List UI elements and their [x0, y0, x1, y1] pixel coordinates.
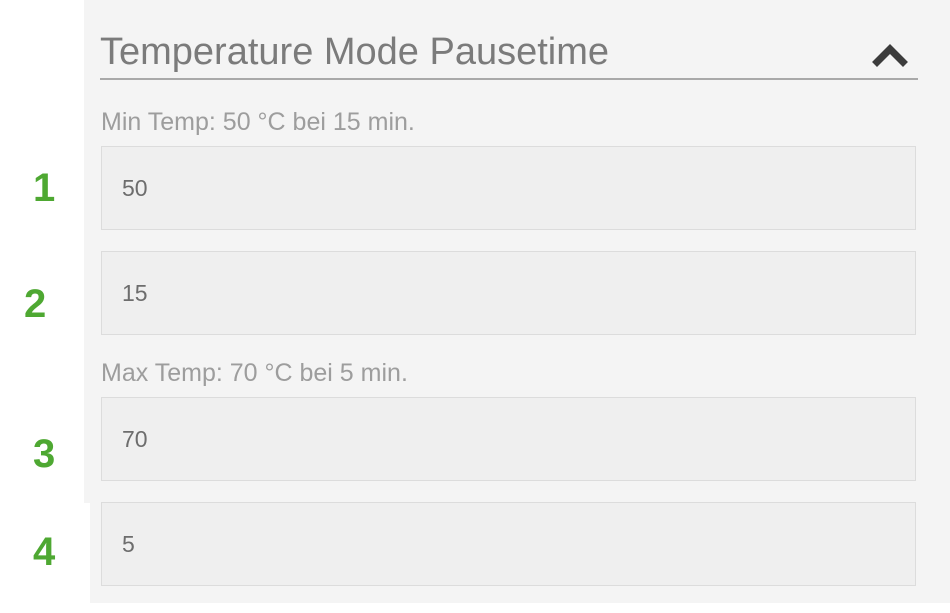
- min-temperature-input[interactable]: [101, 146, 916, 230]
- min-temp-label: Min Temp: 50 °C bei 15 min.: [101, 108, 415, 136]
- marker-4: 4: [33, 530, 56, 574]
- marker-3: 3: [33, 432, 56, 476]
- chevron-up-icon[interactable]: [866, 30, 916, 74]
- section-divider: [100, 78, 918, 80]
- max-temperature-input[interactable]: [101, 397, 916, 481]
- min-time-input[interactable]: [101, 251, 916, 335]
- max-temp-label: Max Temp: 70 °C bei 5 min.: [101, 359, 408, 387]
- section-title: Temperature Mode Pausetime: [100, 31, 610, 73]
- max-time-input[interactable]: [101, 502, 916, 586]
- marker-1: 1: [33, 166, 56, 210]
- marker-2: 2: [24, 282, 47, 326]
